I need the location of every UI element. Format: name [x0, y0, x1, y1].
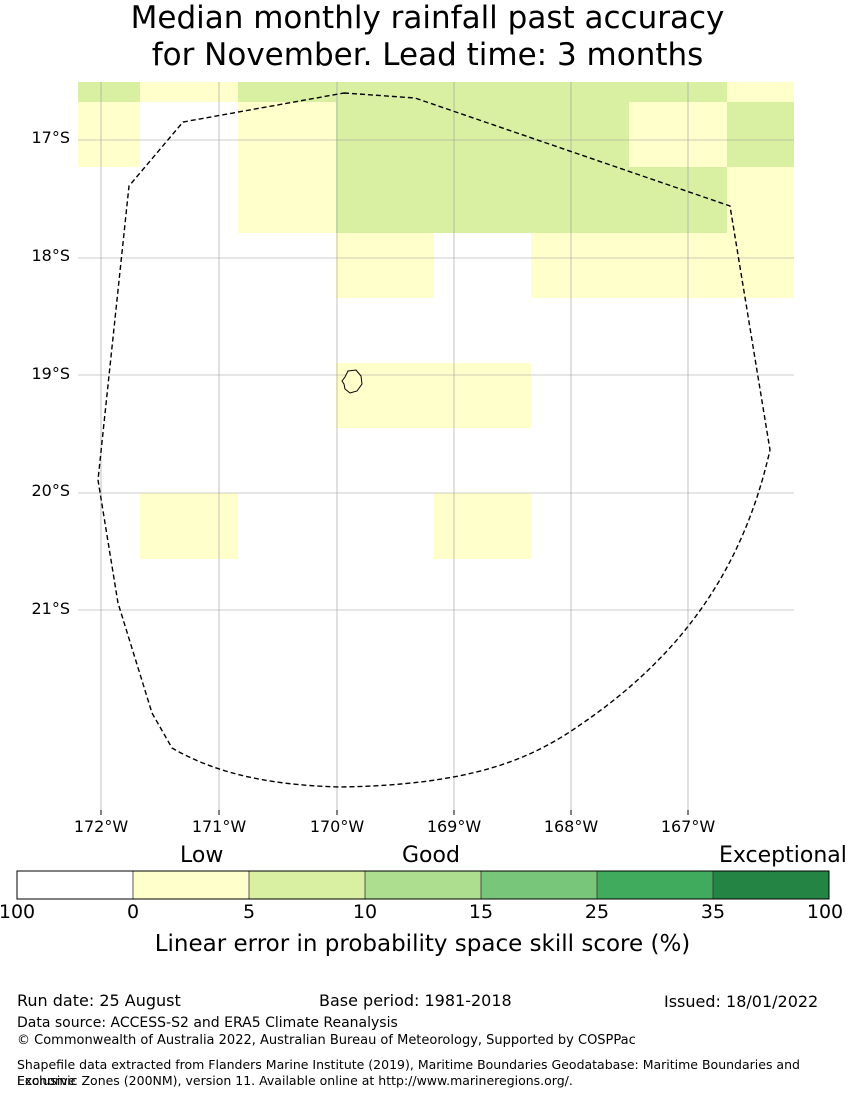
cell-low-ne-corner: [727, 82, 794, 102]
colorbar-tick-3: 10: [352, 901, 378, 923]
map-title: Median monthly rainfall past accuracy fo…: [0, 0, 855, 74]
colorbar-bin-5: [481, 871, 597, 899]
island-outline: [341, 369, 363, 394]
colorbar-tick-0: 100: [0, 901, 36, 923]
cell-low-east-band: [531, 233, 794, 298]
lon-tick-172w: 172°W: [73, 817, 129, 836]
lat-tick-17s: 17°S: [31, 128, 70, 147]
colorbar-tick-2: 5: [242, 901, 256, 923]
issued-date: Issued: 18/01/2022: [664, 992, 819, 1011]
base-period: Base period: 1981-2018: [319, 991, 512, 1010]
axis-ticks: [100, 810, 689, 815]
colorbar-tick-6: 35: [700, 901, 726, 923]
colorbar-tick-5: 25: [584, 901, 610, 923]
gridlines: [78, 82, 794, 810]
cell-low-island: [336, 363, 531, 428]
data-source: Data source: ACCESS-S2 and ERA5 Climate …: [17, 1015, 398, 1031]
lon-tick-168w: 168°W: [543, 817, 599, 836]
colorbar-frame: [16, 870, 830, 900]
eez-boundary: [97, 92, 771, 788]
cell-low-north-block: [238, 102, 336, 233]
colorbar: [16, 870, 830, 900]
cell-low-central-a: [336, 233, 434, 298]
cell-low-nw: [78, 102, 140, 167]
lon-tick-171w: 171°W: [191, 817, 247, 836]
cell-good-central-north: [336, 102, 629, 233]
colorbar-tick-4: 15: [468, 901, 494, 923]
colorbar-tick-7: 100: [806, 901, 844, 923]
colorbar-word-exceptional: Exceptional: [719, 843, 847, 868]
cell-good-ne-edge: [727, 102, 794, 167]
lat-tick-21s: 21°S: [31, 599, 70, 618]
colorbar-bin-2: [133, 871, 249, 899]
lon-tick-167w: 167°W: [660, 817, 716, 836]
cell-low-south: [434, 493, 531, 559]
colorbar-dividers: [132, 871, 714, 899]
cell-low-ne-inner: [629, 102, 727, 167]
lon-tick-170w: 170°W: [309, 817, 365, 836]
title-line-1: Median monthly rainfall past accuracy: [130, 0, 725, 36]
colorbar-bin-3: [249, 871, 365, 899]
colorbar-word-good: Good: [402, 843, 460, 868]
cell-good-nw-edge: [78, 82, 140, 102]
cell-good-north-strip: [238, 82, 727, 102]
title-line-2: for November. Lead time: 3 months: [151, 37, 704, 73]
colorbar-bin-4: [365, 871, 481, 899]
lon-tick-169w: 169°W: [426, 817, 482, 836]
colorbar-word-low: Low: [180, 843, 224, 868]
colorbar-bin-7: [713, 871, 829, 899]
lat-tick-19s: 19°S: [31, 364, 70, 383]
cell-low-sw: [140, 493, 238, 559]
skill-cells: [78, 82, 794, 559]
run-date: Run date: 25 August: [17, 991, 181, 1010]
colorbar-label: Linear error in probability space skill …: [154, 931, 691, 957]
lat-tick-20s: 20°S: [31, 481, 70, 500]
cell-good-ne-inner: [629, 167, 727, 233]
colorbar-bin-1: [17, 871, 133, 899]
copyright: © Commonwealth of Australia 2022, Austra…: [17, 1033, 636, 1048]
colorbar-bin-6: [597, 871, 713, 899]
shapefile-credit-line-1: Shapefile data extracted from Flanders M…: [17, 1057, 800, 1088]
lat-tick-18s: 18°S: [31, 246, 70, 265]
colorbar-tick-1: 0: [126, 901, 140, 923]
shapefile-credit-line-2: Economic Zones (200NM), version 11. Avai…: [17, 1073, 573, 1088]
cell-low-north-strip: [140, 82, 238, 102]
cell-low-ne-edge: [727, 167, 794, 233]
